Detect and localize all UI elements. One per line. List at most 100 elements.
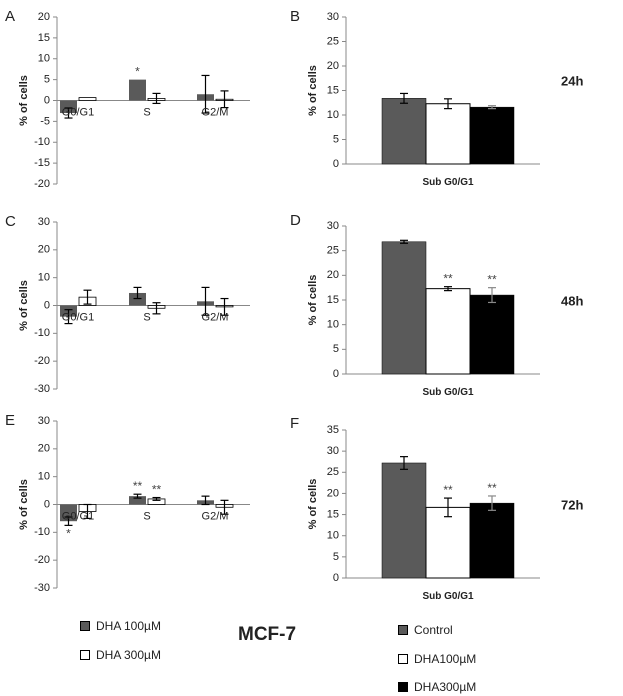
- y-tick-label-e: 10: [38, 471, 50, 483]
- x-axis-label-d: Sub G0/G1: [422, 387, 474, 398]
- panel-letter-c: C: [5, 213, 16, 230]
- y-tick-label-b: 30: [327, 11, 339, 23]
- significance-mark-a: *: [135, 65, 140, 79]
- y-tick-label-c: 20: [38, 244, 50, 256]
- y-tick-label-f: 35: [327, 424, 339, 436]
- y-tick-label-b: 10: [327, 109, 339, 121]
- bar-d-dha100: [425, 288, 471, 375]
- y-tick-label-f: 5: [333, 551, 339, 563]
- y-axis-label-d: % of cells: [307, 275, 319, 326]
- bar-d-control: [381, 241, 427, 375]
- significance-mark-e: **: [152, 483, 162, 497]
- y-tick-label-f: 15: [327, 508, 339, 520]
- y-tick-label-e: -20: [34, 554, 50, 566]
- y-tick-label-a: -15: [34, 157, 50, 169]
- x-axis-label-f: Sub G0/G1: [422, 591, 474, 602]
- legend-swatch-control: [398, 625, 408, 635]
- significance-mark-f: **: [443, 483, 453, 497]
- y-tick-label-a: -5: [40, 115, 50, 127]
- bar-f-dha100: [425, 506, 471, 579]
- legend-label-dha100: DHA 100µM: [96, 619, 161, 633]
- y-tick-label-a: 0: [44, 94, 50, 106]
- panel-letter-a: A: [5, 8, 15, 25]
- legend-swatch-dha100-b: [398, 654, 408, 664]
- time-label-b: 24h: [561, 73, 583, 88]
- y-tick-label-a: 15: [38, 32, 50, 44]
- y-tick-label-f: 0: [333, 572, 339, 584]
- y-tick-label-e: 30: [38, 415, 50, 427]
- y-tick-label-c: 30: [38, 216, 50, 228]
- y-tick-label-c: 10: [38, 272, 50, 284]
- legend-label-dha100-b: DHA100µM: [414, 652, 477, 666]
- bar-c-dha100: [129, 292, 146, 306]
- y-tick-label-b: 25: [327, 35, 339, 47]
- x-tick-label-c: S: [143, 311, 150, 323]
- legend-swatch-dha300: [80, 650, 90, 660]
- legend-item-control: Control: [398, 623, 453, 637]
- bar-b-dha300: [469, 106, 515, 165]
- legend-swatch-dha100: [80, 621, 90, 631]
- y-tick-label-c: -20: [34, 355, 50, 367]
- significance-mark-e: **: [133, 479, 143, 493]
- time-label-d: 48h: [561, 293, 583, 308]
- x-axis-label-b: Sub G0/G1: [422, 177, 474, 188]
- y-tick-label-d: 25: [327, 245, 339, 257]
- panel-letter-e: E: [5, 412, 15, 429]
- x-tick-label-a: S: [143, 106, 150, 118]
- y-tick-label-e: 0: [44, 498, 50, 510]
- y-tick-label-d: 20: [327, 269, 339, 281]
- y-tick-label-c: -30: [34, 383, 50, 395]
- significance-mark-e: *: [66, 526, 71, 540]
- bar-d-dha300: [469, 294, 515, 375]
- y-tick-label-d: 15: [327, 294, 339, 306]
- x-tick-label-a: G2/M: [202, 106, 229, 118]
- bar-f-dha300: [469, 502, 515, 579]
- significance-mark-d: **: [443, 272, 453, 286]
- legend-item-dha300-b: DHA300µM: [398, 680, 476, 694]
- bar-a-dha300: [78, 97, 97, 101]
- y-tick-label-f: 20: [327, 487, 339, 499]
- bar-e-dha100: [60, 504, 77, 522]
- bar-a-dha100: [60, 100, 77, 114]
- y-tick-label-e: 20: [38, 443, 50, 455]
- legend-item-dha300: DHA 300µM: [80, 648, 161, 662]
- bar-b-control: [381, 98, 427, 165]
- y-tick-label-e: -10: [34, 526, 50, 538]
- x-tick-label-e: G0/G1: [62, 510, 94, 522]
- time-label-f: 72h: [561, 497, 583, 512]
- y-tick-label-f: 30: [327, 445, 339, 457]
- y-tick-label-a: -20: [34, 178, 50, 190]
- y-tick-label-d: 30: [327, 220, 339, 232]
- legend-swatch-dha300-b: [398, 682, 408, 692]
- y-tick-label-d: 10: [327, 319, 339, 331]
- y-axis-label-a: % of cells: [18, 75, 30, 126]
- legend-item-dha100: DHA 100µM: [80, 619, 161, 633]
- y-tick-label-d: 0: [333, 368, 339, 380]
- y-axis-label-b: % of cells: [307, 65, 319, 116]
- bar-b-dha100: [425, 103, 471, 165]
- panel-letter-d: D: [290, 212, 301, 229]
- x-tick-label-e: G2/M: [202, 510, 229, 522]
- legend-label-control: Control: [414, 623, 453, 637]
- y-tick-label-b: 20: [327, 60, 339, 72]
- y-tick-label-a: 20: [38, 11, 50, 23]
- bar-f-control: [381, 462, 427, 579]
- panel-letter-f: F: [290, 415, 299, 432]
- y-tick-label-f: 25: [327, 466, 339, 478]
- x-tick-label-c: G0/G1: [62, 311, 94, 323]
- y-tick-label-f: 10: [327, 530, 339, 542]
- legend-label-dha300: DHA 300µM: [96, 648, 161, 662]
- y-tick-label-e: -30: [34, 582, 50, 594]
- y-tick-label-d: 5: [333, 343, 339, 355]
- y-tick-label-a: 10: [38, 53, 50, 65]
- x-tick-label-e: S: [143, 510, 150, 522]
- y-axis-label-c: % of cells: [18, 280, 30, 331]
- y-tick-label-c: -10: [34, 327, 50, 339]
- y-tick-label-b: 5: [333, 133, 339, 145]
- significance-mark-f: **: [487, 481, 497, 495]
- x-tick-label-c: G2/M: [202, 311, 229, 323]
- y-axis-label-f: % of cells: [307, 479, 319, 530]
- y-tick-label-a: 5: [44, 74, 50, 86]
- legend-item-dha100-b: DHA100µM: [398, 652, 476, 666]
